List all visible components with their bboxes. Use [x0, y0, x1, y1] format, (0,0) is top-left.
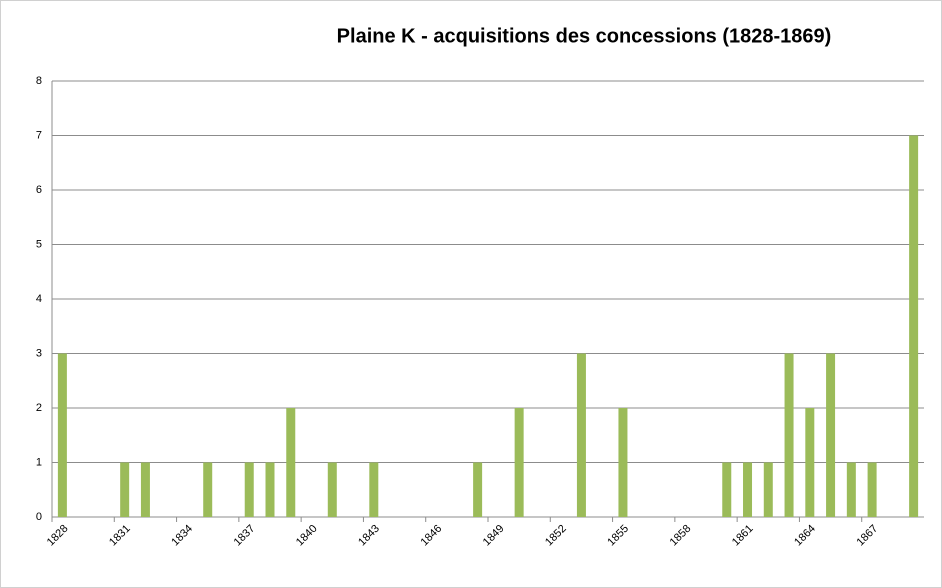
bar	[784, 353, 794, 517]
bar	[265, 462, 275, 517]
bar	[909, 135, 919, 517]
bar	[576, 353, 586, 517]
y-tick-label: 4	[36, 293, 42, 305]
bar	[826, 353, 836, 517]
y-tick-label: 2	[36, 402, 42, 414]
bar	[618, 408, 628, 517]
bar	[286, 408, 296, 517]
y-tick-label: 1	[36, 456, 42, 468]
y-tick-label: 8	[36, 75, 42, 87]
bar	[327, 462, 337, 517]
bar	[244, 462, 254, 517]
bar	[514, 408, 524, 517]
bar	[369, 462, 379, 517]
y-tick-label: 5	[36, 238, 42, 250]
bar	[140, 462, 150, 517]
y-tick-label: 7	[36, 129, 42, 141]
chart-title: Plaine K - acquisitions des concessions …	[337, 25, 832, 47]
bar	[763, 462, 773, 517]
bar	[846, 462, 856, 517]
bar	[57, 353, 67, 517]
bar	[805, 408, 815, 517]
y-tick-label: 0	[36, 511, 42, 523]
bar	[743, 462, 753, 517]
bar	[120, 462, 130, 517]
y-tick-label: 3	[36, 347, 42, 359]
bar	[867, 462, 877, 517]
y-tick-label: 6	[36, 184, 42, 196]
bar	[473, 462, 483, 517]
bar	[203, 462, 213, 517]
bar	[722, 462, 732, 517]
